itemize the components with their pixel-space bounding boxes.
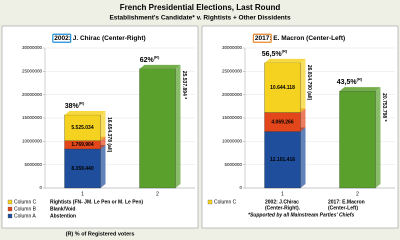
header-text: : E. Macron (Center-Left) [269, 35, 345, 42]
percent-label: 38%(R) [65, 101, 85, 110]
y-tick-label: 10000000 [222, 139, 243, 144]
percent-value: 62% [140, 57, 155, 64]
footer: (R) % of Registered voters [66, 231, 135, 237]
bar-side [300, 127, 306, 188]
y-tick-label: 25000000 [222, 69, 243, 74]
x-tick-label: 2 [356, 191, 359, 197]
y-tick-label: 5000000 [224, 162, 242, 167]
y-tick-label: 10000000 [22, 139, 43, 144]
note: 2002: J.Chirac [265, 199, 299, 205]
value-label: 8.359.440 [71, 166, 93, 172]
legend-label: Column B [14, 206, 37, 212]
y-tick-label: 0 [39, 185, 42, 190]
note: (Center-Left) [328, 205, 358, 211]
value-label: 10.644.118 [270, 85, 295, 91]
legend-swatch [7, 213, 13, 219]
bar-top [64, 110, 106, 115]
percent-value: 38% [65, 103, 80, 110]
bar-top [139, 64, 181, 69]
value-label: 25.537.894 * [181, 71, 187, 99]
value-label: 12.101.416 [270, 157, 295, 163]
y-tick-label: 20000000 [222, 92, 243, 97]
bar [339, 90, 376, 189]
value-label: 1.769.904 [71, 142, 93, 148]
percent-note: (R) [282, 48, 288, 53]
percent-note: (R) [79, 101, 85, 106]
bar-side [100, 110, 106, 141]
percent-label: 43,5%(R) [337, 77, 363, 86]
chart-header: 2002: J. Chirac (Center-Right) [54, 35, 145, 42]
bar-side [300, 108, 306, 132]
bar-side [175, 64, 181, 188]
bar-side [100, 136, 106, 149]
chart-header: 2017: E. Macron (Center-Left) [255, 35, 345, 42]
legend-label: Column A [14, 213, 36, 219]
legend-swatch [207, 199, 213, 205]
header-year-box [52, 33, 72, 43]
bar-side [100, 144, 106, 188]
percent-value: 56,5% [262, 51, 283, 58]
y-tick-label: 20000000 [22, 92, 43, 97]
total-label: 16.654.378 (all) [106, 117, 112, 153]
subtitle: Establishment's Candidate* v. Rightists … [109, 15, 291, 22]
percent-value: 43,5% [337, 79, 358, 86]
x-tick-label: 1 [281, 191, 284, 197]
bar [139, 68, 176, 189]
legend-description: Abstention [50, 213, 76, 219]
bar [264, 62, 301, 113]
legend-swatch [7, 206, 13, 212]
y-tick-label: 30000000 [22, 45, 43, 50]
percent-note: (R) [357, 77, 363, 82]
x-tick-label: 1 [81, 191, 84, 197]
y-tick-label: 0 [239, 185, 242, 190]
bar [64, 148, 101, 189]
bar [264, 131, 301, 189]
percent-note: (R) [154, 54, 160, 59]
y-tick-label: 15000000 [222, 115, 243, 120]
legend-description: Blank/Void [50, 206, 75, 212]
note: 2017: E.Macron [328, 199, 365, 205]
total-label: 26.814.790 (all) [306, 65, 312, 101]
bar-top [339, 87, 381, 92]
legend-swatch [7, 199, 13, 205]
header-year: 2002 [54, 35, 69, 42]
legend-label: Column C [214, 199, 237, 205]
bar-top [264, 58, 306, 63]
note: *Supported by all Mainstream Parties' Ch… [248, 212, 354, 218]
percent-label: 62%(R) [140, 54, 160, 63]
title: French Presidential Elections, Last Roun… [120, 3, 281, 12]
value-label: 5.525.034 [71, 125, 93, 131]
bar-side [375, 87, 381, 188]
legend-description: Rightists (FN- JM. Le Pen or M. Le Pen) [50, 199, 143, 205]
bar [64, 114, 101, 141]
y-tick-label: 25000000 [22, 69, 43, 74]
y-tick-label: 30000000 [222, 45, 243, 50]
header-year: 2017 [255, 35, 270, 42]
percent-label: 56,5%(R) [262, 48, 288, 57]
header-year-box [252, 33, 272, 43]
note: (Center-Right). [265, 205, 301, 211]
legend-label: Column C [14, 199, 37, 205]
y-tick-label: 15000000 [22, 115, 43, 120]
value-label: 20.753.798 * [381, 93, 387, 121]
bar-side [300, 58, 306, 113]
value-label: 4.069.266 [271, 119, 293, 125]
y-tick-label: 5000000 [24, 162, 42, 167]
header-text: : J. Chirac (Center-Right) [69, 35, 146, 42]
x-tick-label: 2 [156, 191, 159, 197]
